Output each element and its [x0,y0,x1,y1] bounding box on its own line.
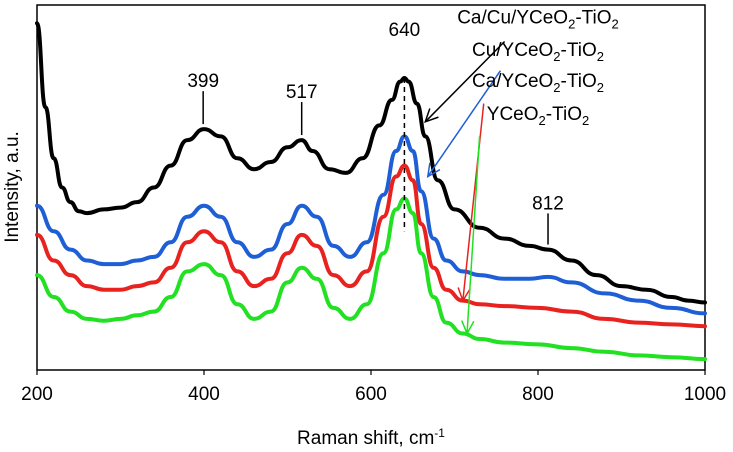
legend-label-text: YCeO [487,104,539,125]
legend-label-subscript: 2 [553,80,560,95]
peak-label-812: 812 [532,193,564,214]
legend-arrow-line [462,103,485,301]
legend-label-text: Ca/YCeO [472,71,553,92]
legend-arrow-head [426,162,441,178]
x-axis-label: Raman shift, cm-1 [297,426,445,447]
annotation-layer: 399517640812Ca/Cu/YCeO2-TiO2Cu/YCeO2-TiO… [187,7,619,336]
legend-label-subscript: 2 [582,113,589,128]
legend-label-text: Cu/YCeO [472,40,553,61]
x-axis-label-superscript: -1 [434,426,445,440]
x-tick-label: 400 [188,384,220,405]
series-line-0 [35,21,707,305]
peak-label-399: 399 [187,71,219,92]
legend-label-subscript: 2 [597,80,604,95]
legend-label-text: -TiO [575,7,611,28]
series-line-1 [35,134,707,316]
legend-arrow-line [466,136,481,334]
plot-area [36,4,706,371]
legend-arrow-line [427,70,502,177]
x-axis-ticks: 200 400 600 800 1000 [21,370,726,405]
legend-label-text: Ca/Cu/YCeO [457,7,568,28]
y-axis-label: Intensity, a.u. [2,131,23,243]
legend-label-text: -TiO [561,71,597,92]
legend-label-subscript: 2 [553,49,560,64]
legend-label-text: -TiO [546,104,582,125]
legend-arrow-head [457,287,471,303]
x-tick-label: 800 [522,384,554,405]
legend-label-subscript: 2 [612,16,619,31]
legend-label-3: YCeO2-TiO2 [487,104,589,128]
series-layer [35,21,707,362]
x-tick-label: 1000 [684,384,726,405]
legend-label-subscript: 2 [568,16,575,31]
series-line-3 [35,196,707,362]
legend-label-1: Cu/YCeO2-TiO2 [472,40,604,64]
x-tick-label: 600 [355,384,387,405]
series-line-2 [35,163,707,329]
x-axis-label-main: Raman shift, cm [297,428,434,447]
legend-label-subscript: 2 [539,113,546,128]
legend-label-text: -TiO [561,40,597,61]
legend-arrow-head [424,108,439,124]
peak-label-640: 640 [389,20,421,41]
legend-label-0: Ca/Cu/YCeO2-TiO2 [457,7,619,31]
peak-label-517: 517 [286,82,318,103]
legend-label-subscript: 2 [597,49,604,64]
legend-arrow-line [424,40,506,123]
legend-arrow-head [461,320,475,336]
x-tick-label: 200 [21,384,53,405]
legend-label-2: Ca/YCeO2-TiO2 [472,71,604,95]
